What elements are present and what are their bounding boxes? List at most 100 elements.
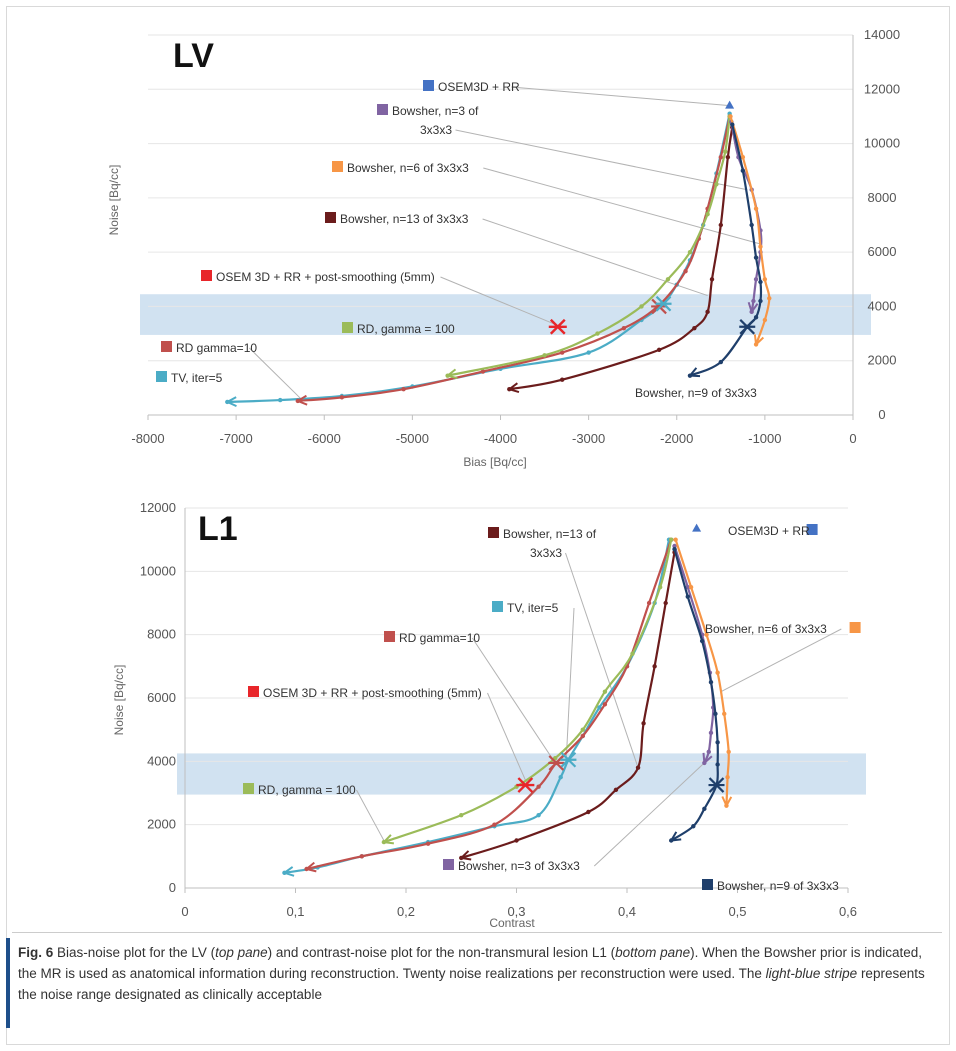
series-arrow-head	[507, 382, 520, 394]
caption-emphasis-2: bottom pane	[615, 945, 691, 960]
caption-separator	[12, 932, 942, 933]
annotation-label: Bowsher, n=13 of	[503, 527, 597, 541]
data-point	[558, 774, 563, 780]
y-tick-label: 6000	[868, 244, 897, 259]
data-point	[602, 689, 608, 694]
annotation-swatch	[243, 783, 254, 794]
data-point	[339, 395, 345, 400]
series-arrow-head	[687, 367, 701, 378]
data-point	[635, 765, 641, 770]
data-point	[514, 838, 519, 843]
annotation-swatch	[161, 341, 172, 352]
x-tick-label: 0,6	[839, 904, 857, 919]
data-point	[639, 304, 644, 309]
annotation-label: RD gamma=10	[176, 341, 257, 355]
data-point-triangle	[725, 100, 735, 109]
series-bowsher-n-6-of-3x3x3	[673, 537, 733, 808]
annotation-label: Bowsher, n=3 of	[392, 104, 479, 118]
series-line	[227, 113, 731, 404]
series-bowsher-n-13-of-3x3x3	[507, 125, 735, 394]
series-arrow-head	[304, 861, 317, 873]
x-tick-label: -3000	[572, 431, 605, 446]
annotation-bowsher-n-6-of-3x3x3: Bowsher, n=6 of 3x3x3	[705, 622, 861, 636]
y-tick-label: 6000	[147, 690, 176, 705]
data-point	[586, 809, 591, 815]
data-point	[753, 315, 759, 320]
annotation-swatch	[806, 524, 818, 535]
series-bowsher-n-13-of-3x3x3	[459, 550, 677, 861]
annotation-bowsher-n-6-of-3x3x3: Bowsher, n=6 of 3x3x3	[332, 161, 469, 175]
data-point	[580, 733, 585, 739]
x-tick-label: -6000	[308, 431, 341, 446]
data-point	[715, 670, 720, 675]
data-point	[713, 711, 718, 717]
data-point	[685, 594, 690, 599]
x-tick-label: 0,5	[728, 904, 746, 919]
data-point	[672, 546, 677, 552]
x-tick-label: 0	[849, 431, 856, 446]
y-tick-label: 0	[878, 407, 885, 422]
data-point	[687, 249, 693, 255]
data-point	[704, 632, 709, 637]
series-arrow-head	[282, 866, 295, 877]
annotation-swatch	[488, 527, 499, 538]
annotation-leader-line	[483, 167, 761, 245]
data-point	[718, 359, 724, 365]
data-point	[688, 584, 694, 590]
data-point	[726, 749, 731, 755]
data-point	[767, 296, 772, 301]
x-axis-title: Contrast	[489, 916, 535, 930]
data-point	[673, 537, 678, 542]
data-point	[718, 154, 724, 160]
data-point	[762, 277, 768, 282]
annotation-leader-line	[440, 276, 558, 326]
caption-text-1: Bias-noise plot for the LV (	[53, 945, 216, 960]
series-bowsher-n-9-of-3x3x3	[669, 546, 720, 843]
data-point	[740, 154, 746, 160]
annotation-label: OSEM3D + RR	[438, 80, 520, 94]
annotation-leader-line	[482, 218, 708, 297]
data-point	[699, 638, 705, 644]
series-arrow-head	[721, 796, 733, 808]
data-point	[723, 149, 728, 154]
data-point	[602, 702, 608, 707]
data-point	[692, 325, 697, 331]
annotation-leader-line	[565, 607, 575, 760]
annotation-label: OSEM 3D + RR + post-smoothing (5mm)	[263, 686, 482, 700]
annotation-swatch	[248, 686, 259, 697]
y-axis-title: Noise [Bq/cc]	[107, 165, 121, 236]
annotation-leader-line	[248, 347, 303, 401]
series-line	[670, 548, 719, 842]
data-point	[758, 298, 763, 304]
end-marker	[739, 319, 756, 335]
series-arrow-head	[225, 396, 237, 408]
figure-number: Fig. 6	[18, 945, 54, 960]
annotation-osem3d-rr: OSEM3D + RR	[423, 80, 520, 94]
annotation-label: Bowsher, n=13 of 3x3x3	[340, 212, 469, 226]
annotation-leader-line	[356, 789, 385, 841]
data-point	[657, 584, 663, 590]
annotation-leader-line	[593, 762, 705, 867]
panel-label: L1	[198, 510, 238, 548]
annotation-swatch	[443, 859, 454, 870]
series-arrow-head	[381, 834, 395, 845]
x-tick-label: -7000	[220, 431, 253, 446]
x-tick-label: 0,2	[397, 904, 415, 919]
annotation-swatch	[332, 161, 343, 172]
y-tick-label: 4000	[147, 753, 176, 768]
data-point	[709, 277, 715, 282]
data-point	[359, 854, 364, 859]
annotation-label: Bowsher, n=6 of 3x3x3	[705, 622, 827, 636]
data-point	[705, 309, 710, 315]
x-tick-label: -2000	[660, 431, 693, 446]
data-point	[715, 762, 720, 767]
caption-emphasis-3: light-blue stripe	[765, 966, 858, 981]
series-line	[673, 545, 715, 764]
data-point	[595, 331, 600, 336]
series-bowsher-n-3-of-3x3x3	[729, 119, 763, 315]
annotation-leader-line	[565, 552, 639, 768]
y-tick-label: 8000	[147, 627, 176, 642]
annotation-swatch	[156, 371, 167, 382]
data-point	[580, 727, 585, 732]
data-point	[672, 543, 677, 549]
